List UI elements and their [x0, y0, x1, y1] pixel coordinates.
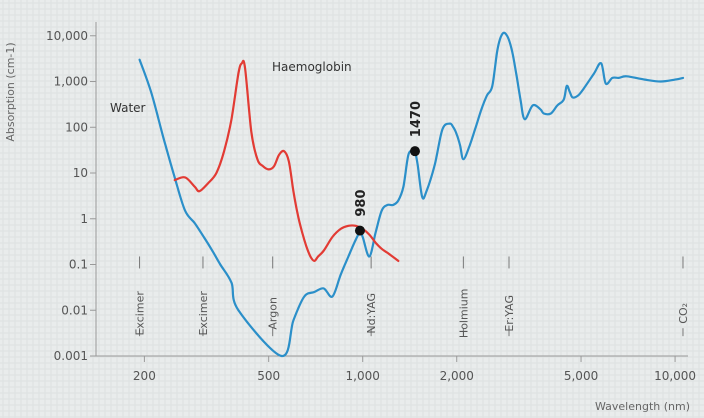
laser-label: Argon: [267, 297, 280, 330]
y-tick-label: 0.01: [61, 303, 88, 317]
x-tick-label: 2,000: [440, 369, 474, 383]
y-axis-title: Absorption (cm-1): [4, 42, 17, 141]
laser-label: Holmium: [457, 289, 470, 339]
haemoglobin-label: Haemoglobin: [272, 60, 352, 74]
laser-label: CO₂: [677, 303, 690, 324]
laser-label: Excimer: [134, 291, 147, 336]
y-tick-label: 1,000: [54, 75, 88, 89]
x-tick-label: 200: [133, 369, 156, 383]
y-tick-label: 1: [80, 212, 88, 226]
laser-label: Excimer: [197, 291, 210, 336]
x-tick-label: 500: [257, 369, 280, 383]
point-label-980: 980: [354, 189, 369, 216]
x-tick-label: 1,000: [346, 369, 380, 383]
axes: 10,000 1,000 100 10 1 0.1 0.01 0.001 200 500 1,000…: [4, 22, 696, 413]
y-tick-label: 0.1: [69, 258, 88, 272]
x-axis-title: Wavelength (nm): [595, 400, 690, 413]
point-marker-1470: [409, 146, 420, 157]
laser-markers: Excimer Excimer Argon Nd:YAG Holmium Er:YAG CO…: [134, 256, 690, 338]
y-tick-label: 100: [65, 120, 88, 134]
highlight-points: 980 1470: [354, 101, 424, 236]
x-tick-label: 5,000: [564, 369, 598, 383]
laser-label: Nd:YAG: [365, 293, 378, 334]
y-tick-label: 0.001: [54, 349, 88, 363]
series-lines: [138, 31, 685, 358]
water-label: Water: [110, 101, 146, 115]
x-tick-label: 10,000: [654, 369, 696, 383]
series-labels: Water Haemoglobin: [110, 60, 352, 115]
laser-label: Er:YAG: [503, 295, 516, 332]
point-label-1470: 1470: [409, 101, 424, 137]
point-marker-980: [354, 225, 365, 236]
series-line-water: [138, 31, 685, 358]
y-tick-label: 10,000: [46, 29, 88, 43]
series-line-haemoglobin: [173, 59, 400, 262]
y-tick-label: 10: [73, 166, 88, 180]
